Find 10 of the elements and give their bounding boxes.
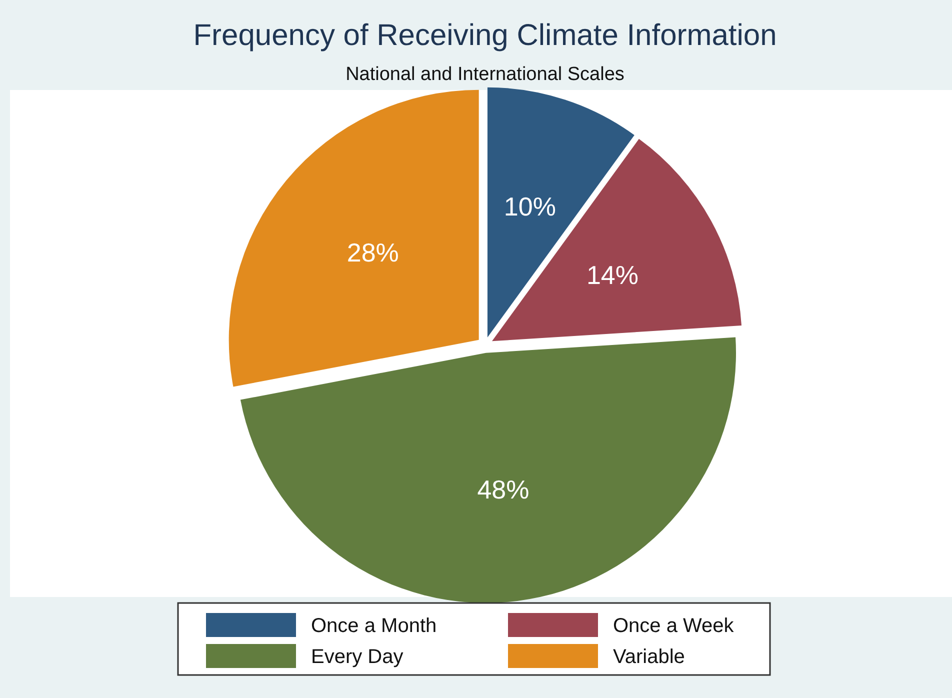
data-label: 28% xyxy=(346,237,399,268)
legend-label: Variable xyxy=(613,646,685,668)
data-label: 48% xyxy=(477,474,530,504)
data-label: 14% xyxy=(586,260,639,290)
chart-subtitle: National and International Scales xyxy=(346,64,624,85)
legend-label: Once a Week xyxy=(613,615,735,637)
legend-label: Every Day xyxy=(311,646,404,668)
chart-title: Frequency of Receiving Climate Information xyxy=(193,19,777,52)
data-label: 10% xyxy=(504,192,556,222)
legend-label: Once a Month xyxy=(311,615,437,637)
